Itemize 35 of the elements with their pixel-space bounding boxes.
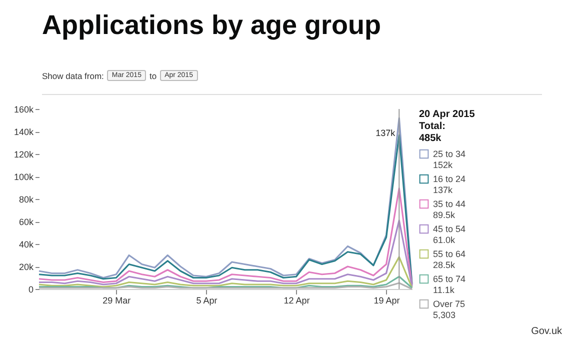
legend-label: Over 75 [433,299,466,309]
text: 28.5k [433,260,456,270]
text: 61.0k [433,235,456,245]
legend-label: 65 to 74 [433,274,466,284]
chart-title: Applications by age group [42,10,382,41]
x-tick-label: 19 Apr [374,296,400,306]
y-tick-label: 60k [18,217,34,227]
legend-label: 55 to 64 [433,249,466,259]
text: 5,303 [433,310,456,320]
text: Total: [419,121,446,132]
text: to [149,70,157,80]
y-tick-label: 160k [14,104,34,114]
annotation: 137k [376,128,396,138]
text: 11.1k [433,285,455,295]
y-tick-label: 120k [14,150,34,160]
x-tick-label: 29 Mar [102,296,131,306]
legend-label: 25 to 34 [433,149,466,159]
y-tick-label: 80k [18,194,34,204]
text: 152k [433,160,454,170]
text: 89.5k [433,210,456,220]
y-tick-label: 20k [18,262,34,272]
text: 485k [419,133,442,144]
y-tick-label: 40k [18,240,34,250]
legend-label: 35 to 44 [433,199,466,209]
text: Gov.uk [531,326,562,337]
y-tick-label: 140k [14,127,34,137]
x-tick-label: 12 Apr [284,296,310,306]
text: 20 Apr 2015 [419,109,476,120]
y-tick-label: 0 [28,284,34,294]
text: Show data from: [42,70,104,80]
x-tick-label: 5 Apr [196,296,218,306]
y-tick-label: 100k [14,172,34,182]
legend-label: 16 to 24 [433,174,466,184]
text: 137k [433,185,454,195]
legend-label: 45 to 54 [433,224,466,234]
